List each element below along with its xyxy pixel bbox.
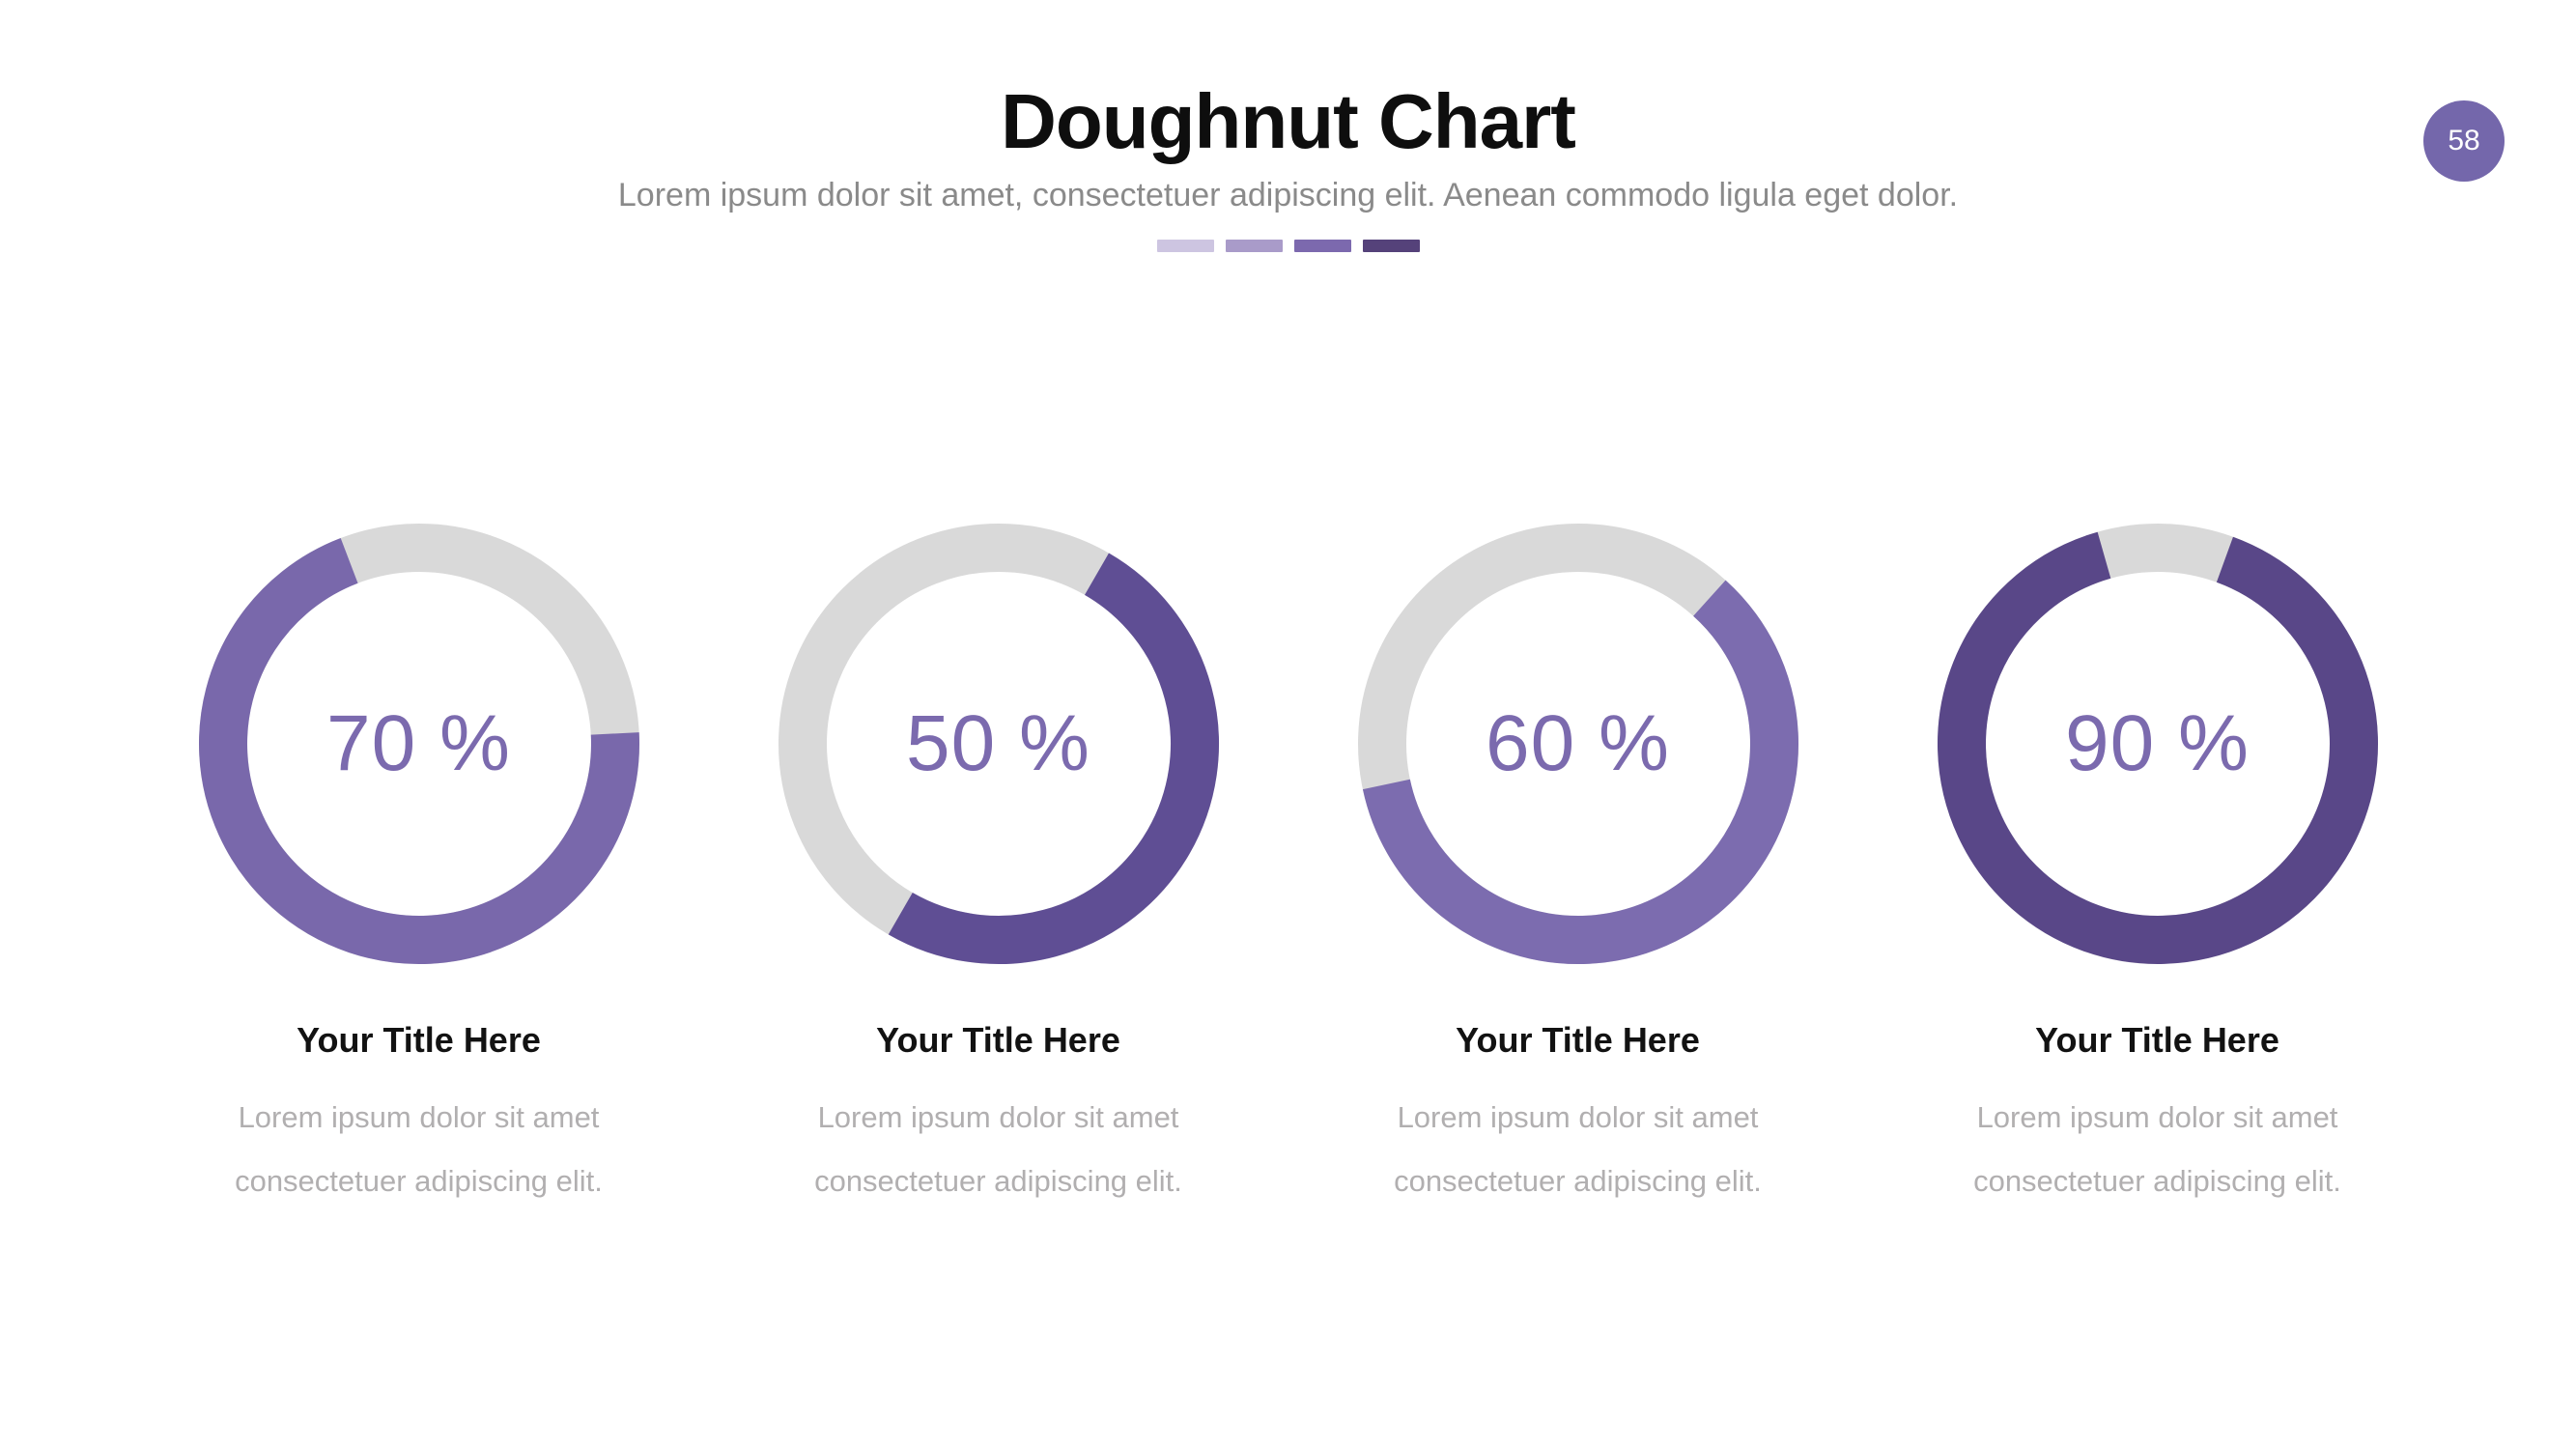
card-body-line-2: consectetuer adipiscing elit. (814, 1164, 1182, 1199)
doughnut-chart-2: 50 % (775, 520, 1223, 968)
card-body-line-2: consectetuer adipiscing elit. (1973, 1164, 2341, 1199)
percent-label: 60 % (1486, 699, 1670, 788)
doughnut-card-4: 90 % Your Title Here Lorem ipsum dolor s… (1907, 520, 2409, 1213)
accent-dash-2 (1225, 240, 1283, 253)
page-number-badge: 58 (2423, 100, 2505, 182)
charts-row: 70 % Your Title Here Lorem ipsum dolor s… (0, 520, 2576, 1213)
percent-label: 90 % (2065, 699, 2250, 788)
slide-title: Doughnut Chart (1001, 78, 1576, 164)
page-number: 58 (2448, 125, 2480, 156)
doughnut-chart-4: 90 % (1934, 520, 2382, 968)
doughnut-value-arc (198, 524, 639, 965)
card-title: Your Title Here (1456, 1020, 1700, 1061)
doughnut-svg (778, 524, 1219, 965)
doughnut-card-3: 60 % Your Title Here Lorem ipsum dolor s… (1327, 520, 1829, 1213)
accent-dash-4 (1362, 240, 1420, 253)
card-body-line-2: consectetuer adipiscing elit. (1394, 1164, 1762, 1199)
doughnut-chart-1: 70 % (195, 520, 643, 968)
slide-subtitle: Lorem ipsum dolor sit amet, consectetuer… (617, 177, 1959, 213)
card-body-line-2: consectetuer adipiscing elit. (235, 1164, 603, 1199)
card-body: Lorem ipsum dolor sit amet consectetuer … (748, 1086, 1250, 1213)
card-title: Your Title Here (297, 1020, 541, 1061)
card-body: Lorem ipsum dolor sit amet consectetuer … (168, 1086, 670, 1213)
doughnut-card-2: 50 % Your Title Here Lorem ipsum dolor s… (748, 520, 1250, 1213)
card-title: Your Title Here (876, 1020, 1120, 1061)
percent-label: 70 % (326, 699, 511, 788)
doughnut-svg (1357, 524, 1798, 965)
card-body-line-1: Lorem ipsum dolor sit amet (1397, 1100, 1759, 1135)
doughnut-value-arc (1937, 524, 2378, 965)
doughnut-chart-3: 60 % (1354, 520, 1802, 968)
card-title: Your Title Here (2035, 1020, 2279, 1061)
doughnut-svg (198, 524, 639, 965)
card-body-line-1: Lorem ipsum dolor sit amet (238, 1100, 600, 1135)
accent-dashes (0, 240, 2576, 253)
card-body-line-1: Lorem ipsum dolor sit amet (1976, 1100, 2338, 1135)
slide-header: Doughnut Chart Lorem ipsum dolor sit ame… (0, 0, 2576, 253)
accent-dash-1 (1156, 240, 1214, 253)
card-body-line-1: Lorem ipsum dolor sit amet (817, 1100, 1179, 1135)
card-body: Lorem ipsum dolor sit amet consectetuer … (1327, 1086, 1829, 1213)
card-body: Lorem ipsum dolor sit amet consectetuer … (1907, 1086, 2409, 1213)
accent-dash-3 (1293, 240, 1351, 253)
doughnut-svg (1937, 524, 2378, 965)
doughnut-card-1: 70 % Your Title Here Lorem ipsum dolor s… (168, 520, 670, 1213)
doughnut-value-arc (778, 524, 1219, 965)
percent-label: 50 % (906, 699, 1090, 788)
